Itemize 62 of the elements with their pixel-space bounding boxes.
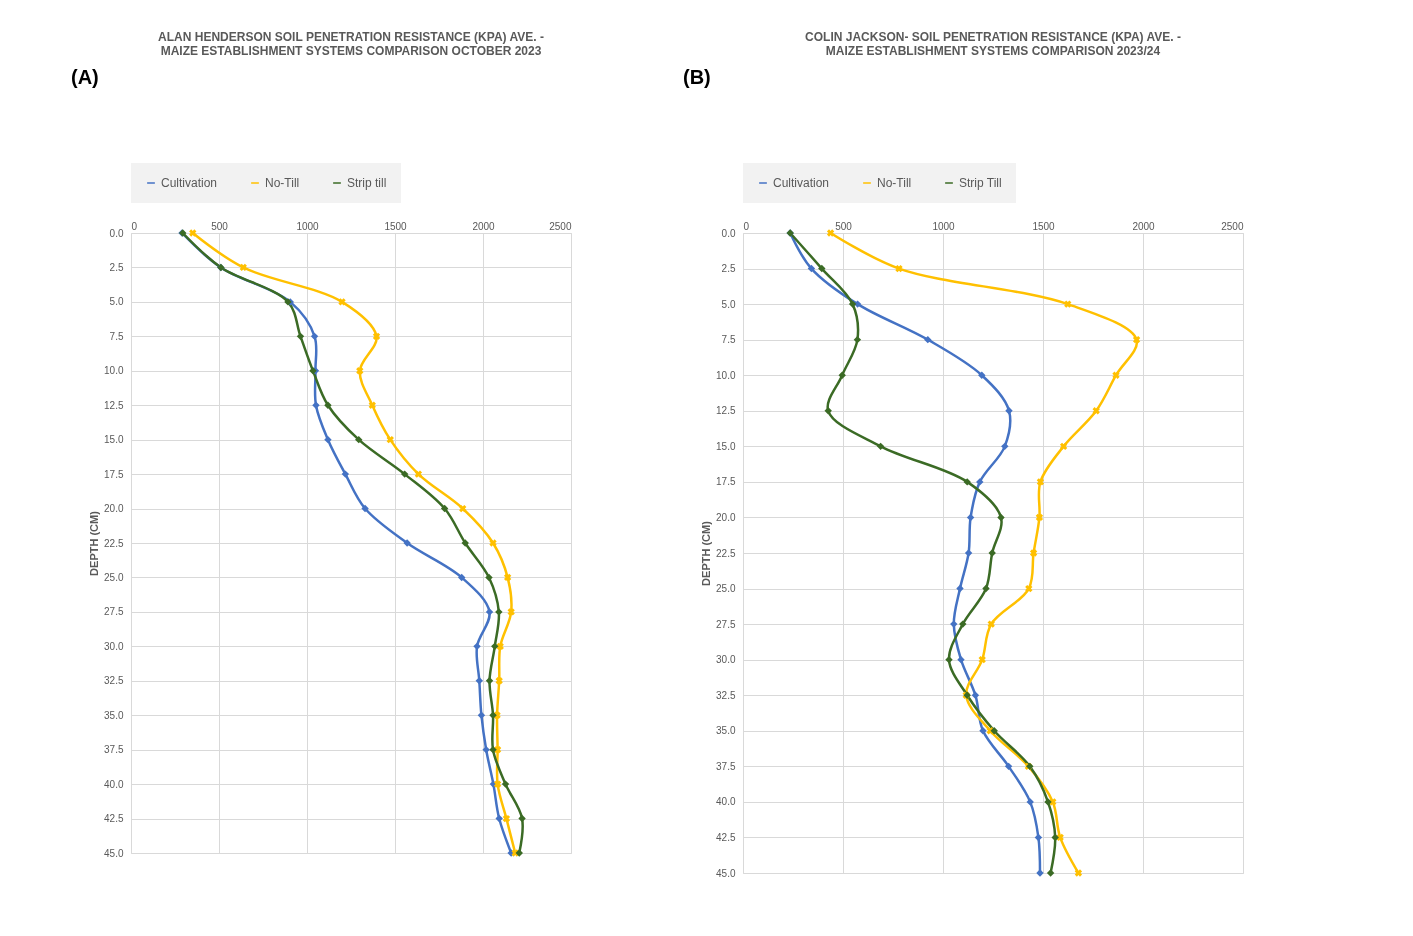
legend-label: Cultivation [773, 176, 830, 190]
legend-label: No-Till [877, 176, 912, 190]
y-tick-label: 22.5 [716, 547, 736, 559]
legend-label: Strip Till [959, 176, 1002, 190]
y-tick-label: 20.0 [104, 503, 124, 515]
y-tick-label: 25.0 [104, 571, 124, 583]
y-tick-label: 5.0 [109, 296, 124, 308]
y-tick-label: 17.5 [104, 468, 124, 480]
y-tick-label: 12.5 [104, 399, 124, 411]
y-tick-label: 35.0 [716, 725, 736, 737]
x-tick-label: 1000 [296, 220, 320, 232]
y-tick-label: 37.5 [104, 744, 124, 756]
legend-label: Strip till [347, 176, 387, 190]
text: (B) [683, 66, 711, 88]
text: (A) [71, 66, 99, 88]
legend-label: No-Till [265, 176, 300, 190]
x-tick-label: 1500 [384, 220, 408, 232]
y-tick-label: 45.0 [104, 847, 124, 859]
y-tick-label: 35.0 [104, 709, 124, 721]
x-tick-label: 2500 [549, 220, 572, 232]
y-tick-label: 0.0 [721, 227, 736, 239]
y-tick-label: 25.0 [716, 583, 736, 595]
x-tick-label: 1000 [932, 220, 956, 232]
x-tick-label: 2000 [1132, 220, 1156, 232]
y-tick-label: 30.0 [716, 654, 736, 666]
y-tick-label: 0.0 [109, 227, 124, 239]
y-tick-label: 12.5 [716, 405, 736, 417]
y-tick-label: 7.5 [721, 334, 736, 346]
x-tick-label: 2500 [1221, 220, 1244, 232]
y-tick-label: 27.5 [104, 606, 124, 618]
x-tick-label: 500 [835, 220, 853, 232]
y-axis-title: DEPTH (CM) [88, 510, 101, 576]
chart-title: ALAN HENDERSON SOIL PENETRATION RESISTANCE (KPA) AVE. - MAIZE ESTABLISHMENT SYSTEMS COMPARISON OCTOBER 2023 [158, 30, 544, 58]
legend-label: Cultivation [161, 176, 218, 190]
y-tick-label: 40.0 [716, 796, 736, 808]
y-tick-label: 45.0 [716, 867, 736, 879]
y-tick-label: 32.5 [716, 689, 736, 701]
x-tick-label: 1500 [1032, 220, 1056, 232]
y-tick-label: 10.0 [716, 369, 736, 381]
y-tick-label: 27.5 [716, 618, 736, 630]
y-tick-label: 7.5 [109, 330, 124, 342]
chart-title: COLIN JACKSON- SOIL PENETRATION RESISTANCE (KPA) AVE. - MAIZE ESTABLISHMENT SYSTEMS COMPARISON 2023/24 [805, 30, 1181, 58]
y-tick-label: 42.5 [716, 831, 736, 843]
y-tick-label: 42.5 [104, 813, 124, 825]
x-tick-label: 2000 [472, 220, 496, 232]
y-tick-label: 40.0 [104, 778, 124, 790]
y-tick-label: 17.5 [716, 476, 736, 488]
y-tick-label: 2.5 [721, 263, 736, 275]
y-axis-title: DEPTH (CM) [700, 520, 713, 586]
y-tick-label: 22.5 [104, 537, 124, 549]
x-tick-label: 0 [131, 220, 138, 232]
y-tick-label: 5.0 [721, 298, 736, 310]
y-tick-label: 30.0 [104, 640, 124, 652]
x-tick-label: 0 [743, 220, 750, 232]
y-tick-label: 2.5 [109, 261, 124, 273]
y-tick-label: 32.5 [104, 675, 124, 687]
y-tick-label: 20.0 [716, 511, 736, 523]
y-tick-label: 37.5 [716, 760, 736, 772]
x-tick-label: 500 [211, 220, 229, 232]
y-tick-label: 10.0 [104, 365, 124, 377]
y-tick-label: 15.0 [104, 434, 124, 446]
y-tick-label: 15.0 [716, 440, 736, 452]
